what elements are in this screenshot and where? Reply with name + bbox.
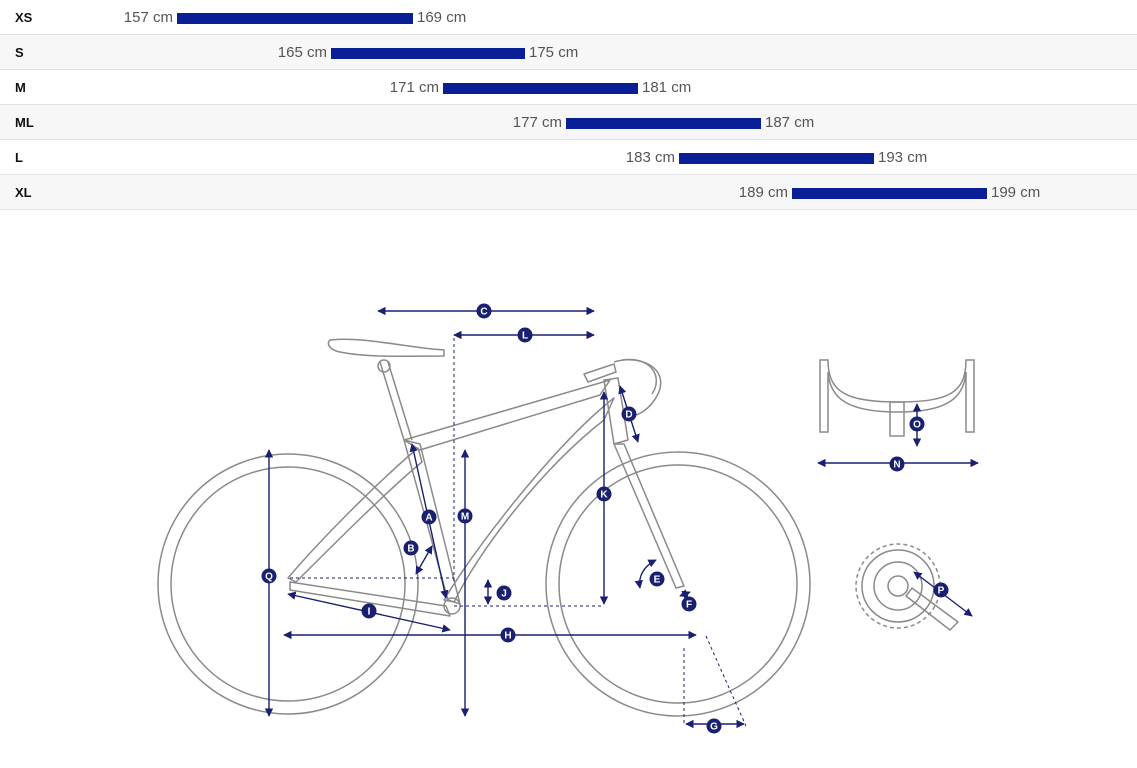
svg-text:K: K xyxy=(600,490,608,501)
height-min: 183 cm xyxy=(625,149,675,166)
label-b: B xyxy=(403,540,419,556)
height-min: 157 cm xyxy=(123,9,173,26)
label-g: G xyxy=(706,718,722,734)
dimension-labels: C L D K A B M Q I H J E F G N O P xyxy=(261,303,949,734)
height-range-bar xyxy=(331,48,525,59)
svg-text:C: C xyxy=(480,307,487,318)
front-wheel xyxy=(545,451,811,717)
size-row-l: L 183 cm 193 cm xyxy=(0,140,1137,175)
label-q: Q xyxy=(261,568,277,584)
height-min: 189 cm xyxy=(738,184,788,201)
dim-f xyxy=(679,589,691,599)
svg-text:L: L xyxy=(522,331,528,342)
label-l: L xyxy=(517,327,533,343)
height-range-bar xyxy=(566,118,761,129)
label-f: F xyxy=(681,596,697,612)
svg-text:Q: Q xyxy=(265,572,273,583)
height-max: 175 cm xyxy=(529,44,579,61)
label-h: H xyxy=(500,627,516,643)
svg-text:A: A xyxy=(425,513,432,524)
svg-text:N: N xyxy=(893,460,900,471)
height-range-bar xyxy=(792,188,987,199)
svg-text:I: I xyxy=(368,607,371,618)
size-label: M xyxy=(15,80,26,95)
size-chart: XS 157 cm 169 cm S 165 cm 175 cm M 171 c… xyxy=(0,0,1137,210)
height-min: 165 cm xyxy=(277,44,327,61)
dim-b xyxy=(415,545,433,575)
svg-text:F: F xyxy=(686,600,692,611)
size-row-m: M 171 cm 181 cm xyxy=(0,70,1137,105)
label-p: P xyxy=(933,582,949,598)
size-label: ML xyxy=(15,115,34,130)
svg-text:O: O xyxy=(913,420,921,431)
label-d: D xyxy=(621,406,637,422)
label-i: I xyxy=(361,603,377,619)
svg-text:B: B xyxy=(407,544,414,555)
rear-wheel xyxy=(157,453,419,715)
label-k: K xyxy=(596,486,612,502)
svg-text:M: M xyxy=(461,512,469,523)
height-min: 177 cm xyxy=(512,114,562,131)
svg-text:J: J xyxy=(501,589,507,600)
height-max: 181 cm xyxy=(642,79,692,96)
svg-text:H: H xyxy=(504,631,511,642)
size-label: S xyxy=(15,45,24,60)
label-o: O xyxy=(909,416,925,432)
height-max: 193 cm xyxy=(878,149,928,166)
height-max: 169 cm xyxy=(417,9,467,26)
size-row-ml: ML 177 cm 187 cm xyxy=(0,105,1137,140)
label-e: E xyxy=(649,571,665,587)
label-a: A xyxy=(421,509,437,525)
size-label: L xyxy=(15,150,23,165)
size-label: XS xyxy=(15,10,33,25)
size-row-s: S 165 cm 175 cm xyxy=(0,35,1137,70)
svg-text:G: G xyxy=(710,722,718,733)
height-range-bar xyxy=(177,13,413,24)
reference-lines xyxy=(290,338,747,727)
size-label: XL xyxy=(15,185,32,200)
svg-text:E: E xyxy=(654,575,661,586)
height-range-bar xyxy=(679,153,874,164)
height-min: 171 cm xyxy=(389,79,439,96)
svg-text:P: P xyxy=(938,586,945,597)
size-row-xl: XL 189 cm 199 cm xyxy=(0,175,1137,210)
dim-e xyxy=(634,559,657,589)
handlebar-front-view xyxy=(819,359,975,437)
size-row-xs: XS 157 cm 169 cm xyxy=(0,0,1137,35)
height-range-bar xyxy=(443,83,638,94)
height-max: 199 cm xyxy=(991,184,1041,201)
label-m: M xyxy=(457,508,473,524)
label-n: N xyxy=(889,456,905,472)
svg-text:D: D xyxy=(625,410,632,421)
label-c: C xyxy=(476,303,492,319)
label-j: J xyxy=(496,585,512,601)
height-max: 187 cm xyxy=(765,114,815,131)
